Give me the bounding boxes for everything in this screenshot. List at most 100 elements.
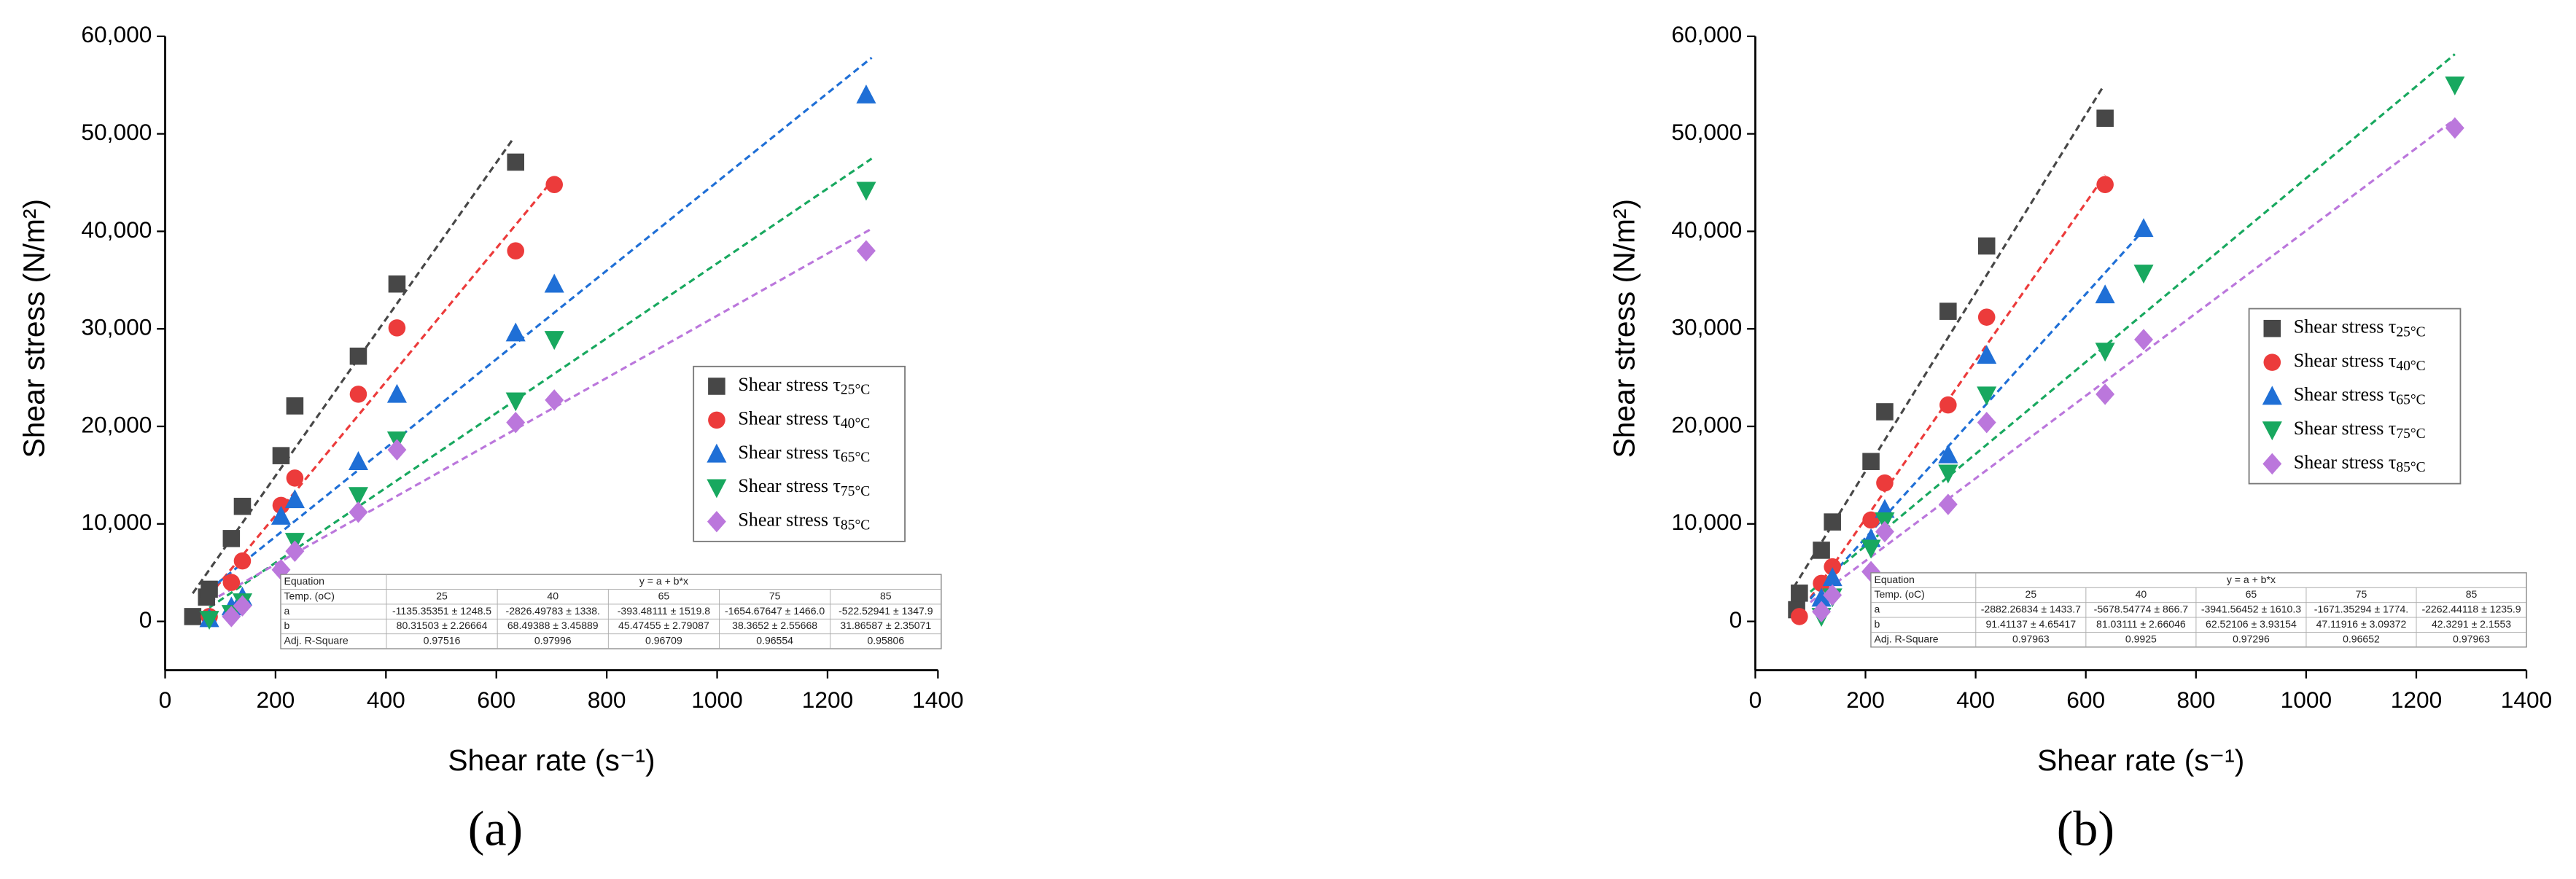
point: [1791, 585, 1808, 602]
table-cell: 0.96709: [645, 635, 682, 646]
fit-line: [209, 227, 873, 603]
point: [1977, 411, 1996, 434]
x-tick-label: 600: [477, 687, 515, 713]
table-cell: -1135.35351 ± 1248.5: [392, 605, 491, 617]
y-tick-label: 10,000: [81, 509, 152, 535]
table-cell: 91.41137 ± 4.65417: [1985, 618, 2076, 630]
point: [1861, 539, 1881, 559]
table-cell: 0.96652: [2343, 633, 2380, 644]
y-tick-label: 50,000: [1671, 119, 1742, 145]
fit-line: [209, 157, 873, 609]
point: [2096, 176, 2114, 193]
fit-line: [1809, 229, 2145, 600]
table-cell: Equation: [1874, 574, 1914, 585]
table-cell: 38.3652 ± 2.55668: [732, 620, 817, 631]
table-cell: 25: [436, 590, 448, 601]
table-cell: -2882.26834 ± 1433.7: [1981, 603, 2081, 615]
table-box: [280, 574, 942, 649]
y-tick-label: 30,000: [1671, 314, 1742, 340]
legend-label: Shear stress τ25°C: [2294, 316, 2426, 340]
x-tick-label: 200: [1846, 687, 1885, 713]
point: [1938, 444, 1958, 464]
table-cell: 62.52106 ± 3.93154: [2206, 618, 2297, 630]
point: [545, 176, 563, 193]
table-box: [1870, 572, 2527, 648]
marker: [2262, 421, 2282, 441]
point: [388, 319, 406, 337]
panel-label: (b): [2057, 800, 2114, 856]
marker: [707, 510, 726, 533]
marker: [2263, 319, 2281, 337]
point: [387, 439, 407, 461]
table-cell: 0.97516: [424, 635, 461, 646]
x-tick-label: 1400: [2501, 687, 2553, 713]
point: [386, 383, 407, 403]
table-cell: 40: [2136, 588, 2147, 600]
table-cell: Adj. R-Square: [284, 635, 349, 646]
table-cell: y = a + b*x: [2227, 574, 2276, 585]
marker: [708, 411, 725, 429]
point: [1977, 237, 1996, 255]
fit-line: [192, 138, 514, 594]
point: [348, 451, 368, 470]
point: [199, 611, 219, 630]
table-cell: 42.3291 ± 2.1553: [2432, 618, 2511, 630]
point: [233, 497, 252, 515]
point: [184, 608, 202, 625]
point: [1862, 511, 1880, 529]
table-cell: 80.31503 ± 2.26664: [397, 620, 488, 631]
point: [348, 487, 368, 507]
fit-line: [1810, 118, 2456, 603]
y-tick-label: 40,000: [1671, 216, 1742, 243]
table-cell: -5678.54774 ± 866.7: [2094, 603, 2189, 615]
point: [1977, 308, 1996, 326]
x-tick-label: 400: [367, 687, 405, 713]
y-tick-label: 20,000: [1671, 411, 1742, 437]
fit-line: [208, 177, 556, 597]
table-cell: b: [1874, 618, 1880, 630]
table-cell: -2262.44118 ± 1235.9: [2421, 603, 2521, 615]
chart: 0 10,000 20,000 30,000 40,000 50,000 60,000 0 20…: [1608, 21, 2553, 856]
legend-box: [693, 365, 906, 542]
point: [222, 530, 241, 547]
point: [1875, 520, 1894, 543]
point: [2096, 109, 2114, 128]
x-tick-label: 1000: [2281, 687, 2332, 713]
point: [222, 574, 241, 591]
point: [349, 386, 367, 403]
legend-label: Shear stress τ25°C: [738, 374, 870, 398]
table-cell: 75: [2356, 588, 2367, 600]
x-tick-label: 0: [159, 687, 172, 713]
legend-label: Shear stress τ85°C: [738, 509, 870, 534]
point: [1939, 396, 1957, 414]
fit-line: [209, 56, 873, 591]
x-tick-label: 0: [1749, 687, 1762, 713]
point: [349, 347, 367, 365]
table-cell: 31.86587 ± 2.35071: [840, 620, 931, 631]
table-cell: -393.48111 ± 1519.8: [618, 605, 711, 617]
marker: [2262, 453, 2282, 475]
point: [2133, 218, 2154, 238]
y-tick-label: 60,000: [1671, 21, 1742, 47]
y-tick-label: 40,000: [81, 216, 152, 243]
table-cell: 0.97963: [2453, 633, 2490, 644]
point: [285, 540, 305, 562]
y-axis-label: Shear stress (N/m²): [17, 199, 51, 458]
table-cell: -1671.35294 ± 1774.: [2314, 603, 2408, 615]
x-axis-label: Shear rate (s⁻¹): [448, 743, 655, 777]
point: [2445, 76, 2465, 95]
point: [233, 552, 252, 570]
point: [857, 240, 876, 262]
table-cell: -2826.49783 ± 1338.: [506, 605, 600, 617]
table-cell: 68.49388 ± 3.45889: [507, 620, 599, 631]
table-cell: Temp. (oC): [284, 590, 335, 601]
x-tick-label: 400: [1956, 687, 1995, 713]
table-cell: y = a + b*x: [639, 575, 688, 587]
point: [2095, 343, 2115, 362]
table-cell: 0.97963: [2012, 633, 2050, 644]
point: [545, 389, 564, 411]
table-cell: a: [284, 605, 290, 617]
point: [1813, 574, 1830, 593]
legend-label: Shear stress τ40°C: [2294, 350, 2426, 374]
